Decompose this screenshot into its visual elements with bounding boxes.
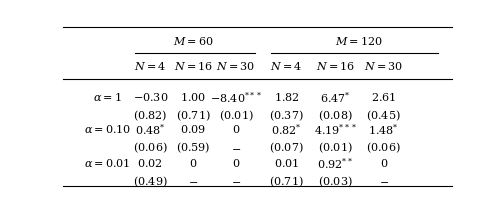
Text: $(0.37)$: $(0.37)$ xyxy=(269,108,303,123)
Text: $0.92^{**}$: $0.92^{**}$ xyxy=(317,156,352,171)
Text: $1.48^{*}$: $1.48^{*}$ xyxy=(368,122,398,137)
Text: $0$: $0$ xyxy=(231,123,239,135)
Text: $2.61$: $2.61$ xyxy=(370,91,396,103)
Text: $0.02$: $0.02$ xyxy=(137,157,163,169)
Text: $(0.71)$: $(0.71)$ xyxy=(175,108,210,123)
Text: $N=30$: $N=30$ xyxy=(216,60,255,72)
Text: $N=30$: $N=30$ xyxy=(364,60,402,72)
Text: $M=120$: $M=120$ xyxy=(335,34,382,46)
Text: $1.00$: $1.00$ xyxy=(180,91,206,103)
Text: $(0.06)$: $(0.06)$ xyxy=(133,140,167,155)
Text: $\alpha=1$: $\alpha=1$ xyxy=(93,91,122,103)
Text: $(0.08)$: $(0.08)$ xyxy=(317,108,352,123)
Text: $0.01$: $0.01$ xyxy=(273,157,299,169)
Text: $1.82$: $1.82$ xyxy=(273,91,299,103)
Text: $-$: $-$ xyxy=(230,143,240,153)
Text: $0.48^{*}$: $0.48^{*}$ xyxy=(135,122,165,137)
Text: $4.19^{***}$: $4.19^{***}$ xyxy=(313,122,356,137)
Text: $\alpha=0.10$: $\alpha=0.10$ xyxy=(84,123,131,135)
Text: $(0.01)$: $(0.01)$ xyxy=(317,140,352,155)
Text: $M=60$: $M=60$ xyxy=(172,34,213,46)
Text: $-$: $-$ xyxy=(230,176,240,186)
Text: $-$: $-$ xyxy=(378,176,388,186)
Text: $(0.49)$: $(0.49)$ xyxy=(133,174,167,189)
Text: $(0.07)$: $(0.07)$ xyxy=(269,140,303,155)
Text: $(0.45)$: $(0.45)$ xyxy=(366,108,400,123)
Text: $(0.06)$: $(0.06)$ xyxy=(366,140,400,155)
Text: $-0.30$: $-0.30$ xyxy=(132,91,168,103)
Text: $-$: $-$ xyxy=(188,176,198,186)
Text: $(0.01)$: $(0.01)$ xyxy=(218,108,253,123)
Text: $0$: $0$ xyxy=(231,157,239,169)
Text: $(0.03)$: $(0.03)$ xyxy=(317,174,352,189)
Text: $N=4$: $N=4$ xyxy=(270,60,302,72)
Text: $N=4$: $N=4$ xyxy=(134,60,166,72)
Text: $0$: $0$ xyxy=(188,157,197,169)
Text: $0.09$: $0.09$ xyxy=(180,123,206,135)
Text: $(0.82)$: $(0.82)$ xyxy=(133,108,167,123)
Text: $0$: $0$ xyxy=(379,157,387,169)
Text: $(0.71)$: $(0.71)$ xyxy=(269,174,303,189)
Text: $N=16$: $N=16$ xyxy=(315,60,354,72)
Text: $-8.40^{***}$: $-8.40^{***}$ xyxy=(209,90,262,105)
Text: $6.47^{*}$: $6.47^{*}$ xyxy=(319,90,350,105)
Text: $(0.59)$: $(0.59)$ xyxy=(175,140,210,155)
Text: $N=16$: $N=16$ xyxy=(173,60,212,72)
Text: $0.82^{*}$: $0.82^{*}$ xyxy=(271,122,301,137)
Text: $\alpha=0.01$: $\alpha=0.01$ xyxy=(84,157,130,169)
